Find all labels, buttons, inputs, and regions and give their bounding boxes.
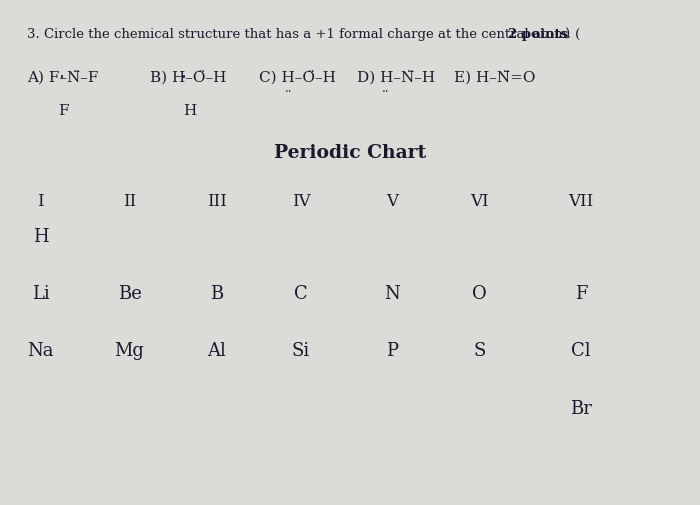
Text: III: III xyxy=(207,193,227,210)
Text: F: F xyxy=(58,104,69,118)
Text: B: B xyxy=(211,285,223,304)
Text: B) H–Ö–H: B) H–Ö–H xyxy=(150,72,227,86)
Text: E) H–N̈=O: E) H–N̈=O xyxy=(454,72,535,86)
Text: VII: VII xyxy=(568,193,594,210)
Text: Be: Be xyxy=(118,285,141,304)
Text: Br: Br xyxy=(570,400,592,418)
Text: Mg: Mg xyxy=(115,342,144,361)
Text: Si: Si xyxy=(292,342,310,361)
Text: D) H–N̈–H: D) H–N̈–H xyxy=(357,72,435,86)
Text: C) H–Ö–H: C) H–Ö–H xyxy=(259,72,336,86)
Text: P: P xyxy=(386,342,398,361)
Text: II: II xyxy=(123,193,136,210)
Text: H: H xyxy=(183,104,196,118)
Text: H: H xyxy=(33,228,48,246)
Text: 3. Circle the chemical structure that has a +1 formal charge at the central atom: 3. Circle the chemical structure that ha… xyxy=(27,28,580,41)
Text: 2 points: 2 points xyxy=(508,28,568,41)
Text: Na: Na xyxy=(27,342,54,361)
Text: I: I xyxy=(37,193,44,210)
Text: N: N xyxy=(384,285,400,304)
Text: ··: ·· xyxy=(285,86,292,99)
Text: V: V xyxy=(386,193,398,210)
Text: Al: Al xyxy=(208,342,226,361)
Text: ): ) xyxy=(564,28,569,41)
Text: Cl: Cl xyxy=(571,342,591,361)
Text: ··: ·· xyxy=(382,86,389,99)
Text: IV: IV xyxy=(292,193,310,210)
Text: S: S xyxy=(473,342,486,361)
Text: Li: Li xyxy=(32,285,50,304)
Text: O: O xyxy=(472,285,487,304)
Text: A) F–N̈–F: A) F–N̈–F xyxy=(27,72,98,86)
Text: F: F xyxy=(575,285,587,304)
Text: Periodic Chart: Periodic Chart xyxy=(274,144,426,162)
Text: C: C xyxy=(294,285,308,304)
Text: VI: VI xyxy=(470,193,489,210)
